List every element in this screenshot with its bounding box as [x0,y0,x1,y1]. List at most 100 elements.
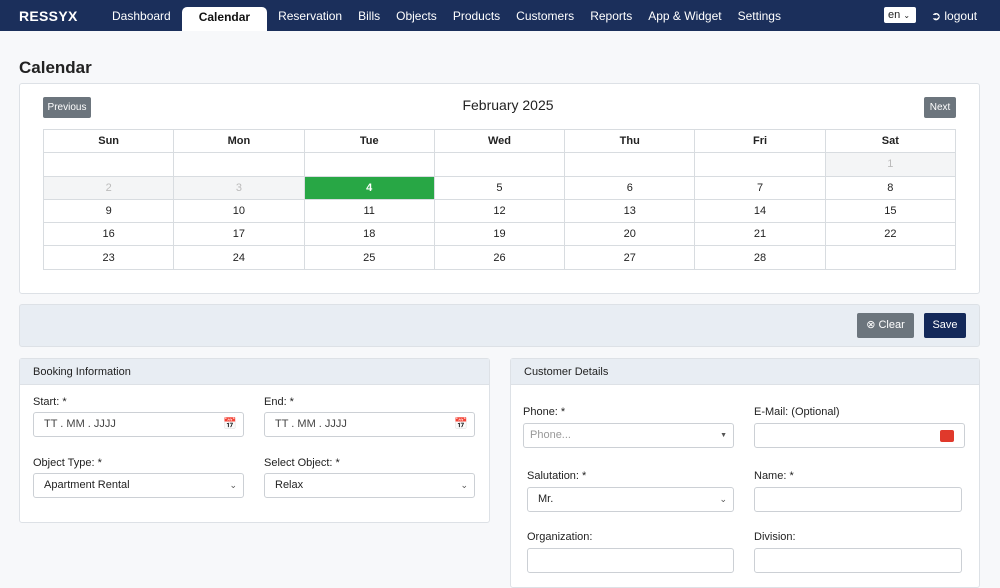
week-row: 23 24 25 26 27 28 [42,245,957,270]
day-cell[interactable]: 3 [173,175,305,200]
week-row: 9 10 11 12 13 14 15 [42,198,957,224]
booking-panel: Booking Information [19,358,490,523]
nav-item[interactable]: Settings [737,9,781,23]
weekday: Sun [42,128,175,154]
chevron: ⌄ [903,11,911,20]
day-cell[interactable]: 17 [173,222,305,247]
nav-item[interactable]: Products [452,9,501,23]
day-cell[interactable]: 13 [564,198,696,224]
next-button[interactable]: Next [924,97,956,118]
page-title: Calendar [19,58,92,77]
select[interactable]: Apartment Rental ⌄ [33,473,244,498]
name-input[interactable] [754,487,962,512]
day-cell[interactable]: 27 [564,245,696,270]
calendar-table: Sun Mon Tue Wed Thu Fri Sat 1 2 3 4 5 6 7 8 9 10 11 12 13 14… [42,128,957,270]
day-cell[interactable]: 14 [694,198,826,224]
nav-item[interactable]: Dashboard [112,9,171,23]
calendar-icon: 📅 [223,418,237,430]
logout[interactable]: ➲ logout [931,9,978,23]
day-cell[interactable]: 9 [42,198,175,224]
select-value: Apartment Rental [44,479,130,491]
clear-button[interactable]: ⊗ Clear [857,313,914,338]
date-input[interactable]: TT . MM . JJJJ 📅 [264,412,475,437]
chevron: ⌄ [719,494,727,504]
weekday: Thu [564,128,696,154]
nav-items: Dashboard Calendar Reservation Bills Objects… [104,0,789,31]
day-cell[interactable]: 10 [173,198,305,224]
chevron: ⌄ [229,480,237,490]
placeholder: TT . MM . JJJJ [44,418,116,430]
empty-cell [42,152,175,177]
organization-input[interactable] [527,548,734,573]
day-cell[interactable]: 16 [42,222,175,247]
date-input[interactable]: TT . MM . JJJJ 📅 [33,412,244,437]
select[interactable]: Relax ⌄ [264,473,475,498]
select-value: Relax [275,479,304,491]
day-cell[interactable]: 23 [42,245,175,270]
clear-text: Clear [878,319,905,331]
language-select[interactable]: en ⌄ [884,7,916,23]
empty-cell [694,152,826,177]
day-cell[interactable]: 8 [824,175,957,200]
day-cell[interactable]: 6 [564,175,696,200]
label: Object Type: * [33,457,102,469]
weekday: Sat [824,128,957,154]
label: Name: * [754,470,794,482]
label: E-Mail: (Optional) [754,406,840,418]
weekday: Tue [303,128,435,154]
nav-item[interactable]: App & Widget [648,9,722,23]
save-button[interactable]: Save [924,313,966,338]
day-cell[interactable]: 28 [694,245,826,270]
label: Salutation: * [527,470,587,482]
label: Select Object: * [264,457,340,469]
day-cell[interactable]: 2 [42,175,175,200]
weekday-row: Sun Mon Tue Wed Thu Fri Sat [42,128,957,154]
day-cell[interactable]: 7 [694,175,826,200]
select-value: Mr. [538,493,554,505]
day-cell[interactable]: 21 [694,222,826,247]
empty-cell [303,152,435,177]
day-cell[interactable]: 18 [303,222,435,247]
day-cell[interactable]: 12 [433,198,566,224]
weekday: Mon [173,128,305,154]
day-cell[interactable]: 22 [824,222,957,247]
label: Organization: [527,531,593,543]
day-cell[interactable]: 25 [303,245,435,270]
caret: ▼ [720,432,727,439]
nav-item[interactable]: Calendar [181,7,268,31]
nav-item[interactable]: Customers [516,9,575,23]
nav-item[interactable]: Reports [590,9,633,23]
phone-select[interactable]: Phone... ▼ [523,423,734,448]
previous-button[interactable]: Previous [43,97,91,118]
empty-cell [173,152,305,177]
empty-cell [824,245,957,270]
day-cell[interactable]: 26 [433,245,566,270]
day-cell[interactable]: 11 [303,198,435,224]
day-cell[interactable]: 5 [433,175,566,200]
placeholder: Phone... [530,429,571,441]
panel-header: Customer Details [511,359,979,385]
division-input[interactable] [754,548,962,573]
day-cell[interactable]: 24 [173,245,305,270]
nav-item[interactable]: Objects [396,9,437,23]
placeholder: TT . MM . JJJJ [275,418,347,430]
select[interactable]: Mr. ⌄ [527,487,734,512]
logout-text: logout [944,9,978,23]
calendar-icon: 📅 [454,418,468,430]
panel-header: Booking Information [20,359,489,385]
day-cell[interactable]: 4 [303,175,435,200]
nav-item[interactable]: Bills [358,9,381,23]
day-cell[interactable]: 20 [564,222,696,247]
navbar: RESSYX Dashboard Calendar Reservation Bills… [0,0,1000,31]
chevron: ⌄ [460,480,468,490]
email-input[interactable] [754,423,965,448]
language: en [888,9,901,21]
nav-item[interactable]: Reservation [278,9,343,23]
day-cell[interactable]: 15 [824,198,957,224]
toolbar [19,304,980,347]
weekday: Fri [694,128,826,154]
logo[interactable]: RESSYX [19,8,78,24]
day-cell[interactable]: 1 [824,152,957,177]
day-cell[interactable]: 19 [433,222,566,247]
